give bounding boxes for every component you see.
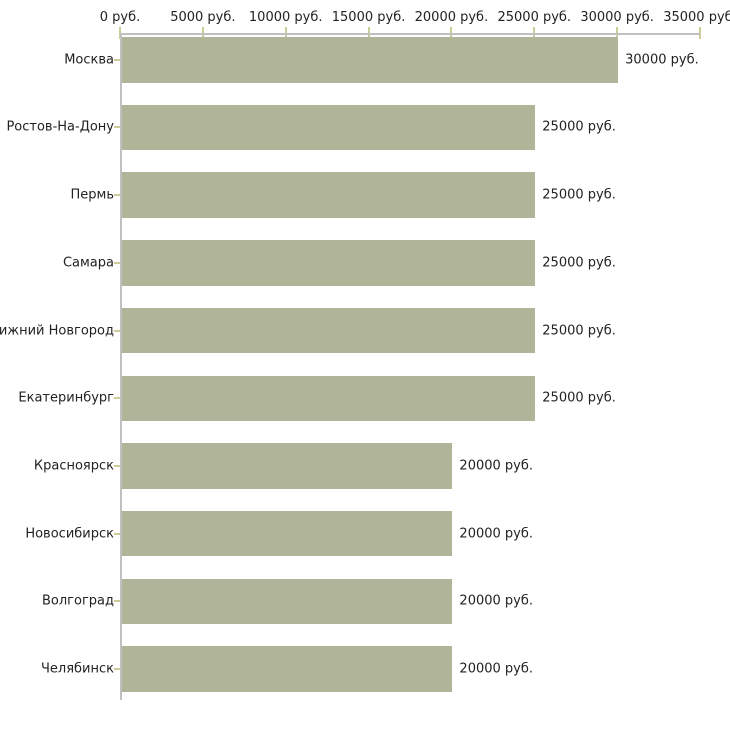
category-label: Ростов-На-Дону [6, 119, 114, 135]
bar [121, 240, 536, 286]
category-label: Новосибирск [25, 526, 114, 542]
value-label: 20000 руб. [459, 458, 534, 474]
value-label: 25000 руб. [542, 323, 616, 339]
category-tick [114, 600, 120, 603]
category-tick [114, 532, 120, 535]
x-axis-tick-label: 15000 руб. [331, 10, 406, 25]
x-axis-tick-label: 10000 руб. [248, 10, 323, 25]
bar [121, 375, 536, 421]
category-label: Екатеринбург [18, 390, 114, 406]
value-label: 30000 руб. [625, 52, 699, 68]
bar [121, 443, 453, 489]
x-axis-tick-label: 5000 руб. [170, 10, 236, 25]
category-label: Челябинск [40, 661, 114, 677]
value-label: 25000 руб. [542, 119, 616, 135]
category-tick [114, 464, 120, 467]
category-label: Нижний Новгород [0, 323, 114, 339]
category-label: Пермь [70, 187, 115, 203]
x-axis-tick-label: 0 руб. [99, 10, 141, 25]
x-axis-tick [699, 27, 701, 39]
value-label: 20000 руб. [459, 526, 534, 542]
x-axis-tick-label: 30000 руб. [580, 10, 654, 25]
bar [121, 104, 536, 151]
x-axis-tick-label: 25000 руб. [497, 10, 572, 25]
category-label: Москва [64, 52, 114, 68]
category-label: Волгоград [41, 593, 114, 609]
category-tick [114, 397, 120, 400]
y-axis-line [120, 33, 122, 700]
category-label: Красноярск [33, 458, 114, 474]
bar [121, 510, 453, 557]
category-label: Самара [62, 255, 114, 271]
value-label: 20000 руб. [459, 593, 534, 609]
category-tick [114, 126, 120, 129]
x-axis-line [120, 33, 700, 35]
category-tick [114, 194, 120, 197]
x-axis-tick-label: 35000 руб. [663, 10, 730, 25]
category-tick [114, 261, 120, 264]
category-tick [114, 329, 120, 332]
bar [121, 646, 453, 692]
bar [121, 578, 453, 625]
category-tick [114, 58, 120, 61]
bar [121, 37, 619, 83]
value-label: 20000 руб. [459, 661, 534, 677]
x-axis-tick-label: 20000 руб. [414, 10, 489, 25]
bar [121, 172, 536, 218]
value-label: 25000 руб. [542, 390, 616, 406]
category-tick [114, 668, 120, 671]
value-label: 25000 руб. [542, 187, 616, 203]
value-label: 25000 руб. [542, 255, 616, 271]
bar [121, 307, 536, 354]
